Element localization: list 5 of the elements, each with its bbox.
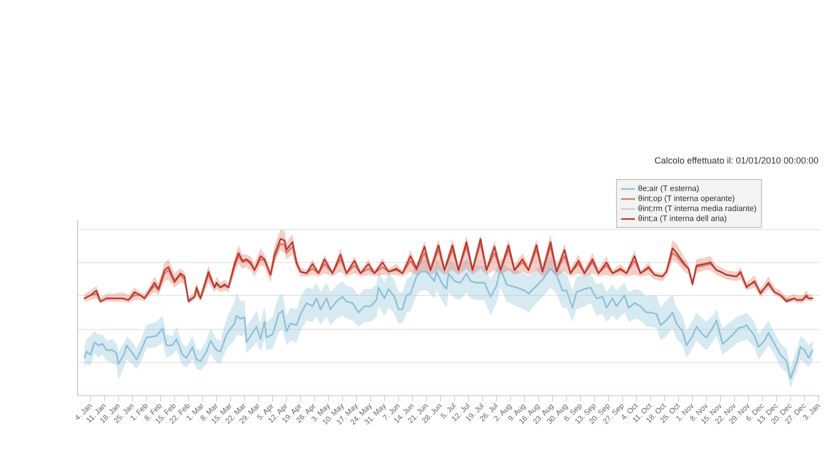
text: Calcolo effettuato il: 01/01/2010 00:00:00 (654, 156, 819, 166)
legend-label: θe;air (T esterna) (638, 184, 700, 193)
legend-label: θint;a (T interna dell aria) (638, 214, 727, 223)
legend-label: θint;rm (T interna media radiante) (638, 204, 757, 213)
legend-label: θint;op (T interna operante) (638, 194, 735, 203)
